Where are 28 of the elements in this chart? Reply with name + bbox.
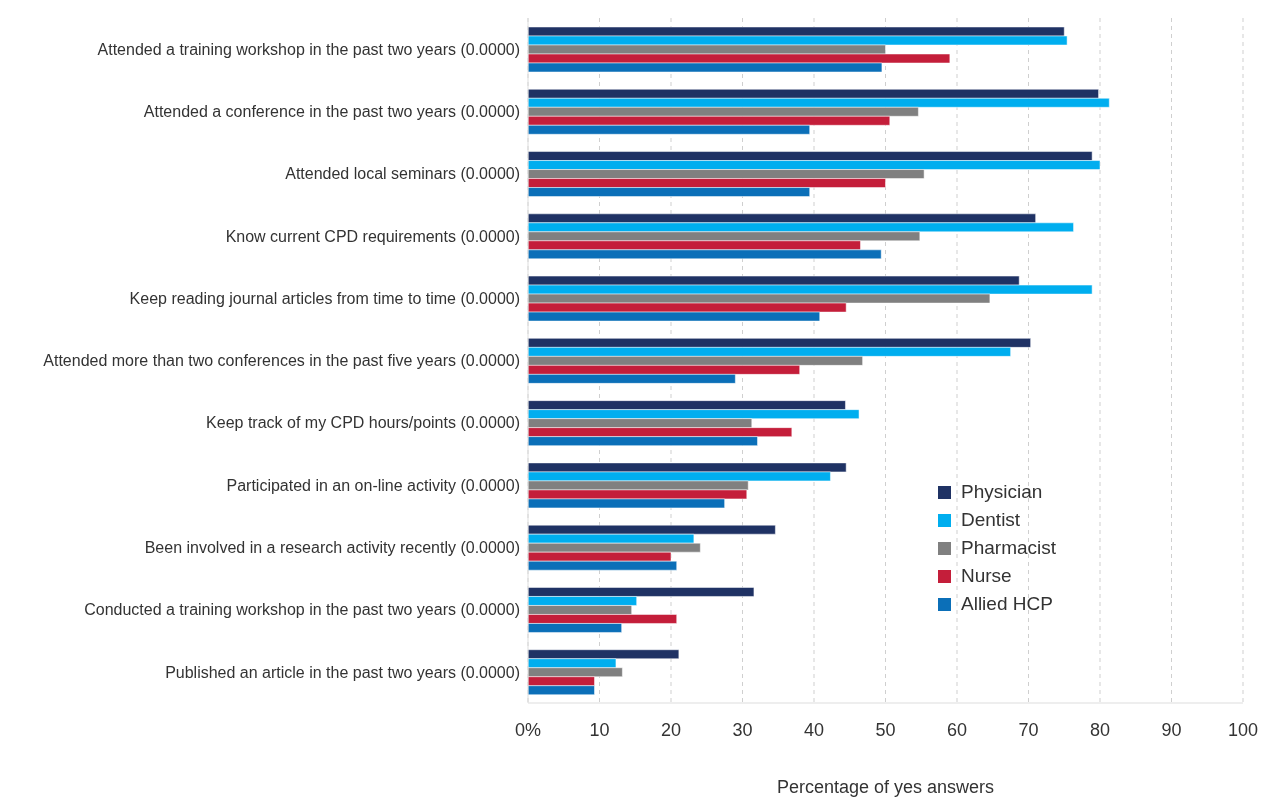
x-tick-label: 80 xyxy=(1089,719,1111,740)
x-tick-label: 0% xyxy=(514,719,542,740)
legend-label: Physician xyxy=(961,480,1043,504)
x-tick-label: 10 xyxy=(589,719,610,740)
x-tick-label: 100 xyxy=(1227,719,1259,740)
legend-label: Nurse xyxy=(961,564,1012,588)
x-axis-title: Percentage of yes answers xyxy=(776,777,995,797)
y-tick-label: Keep reading journal articles from time to time (0.0000) xyxy=(129,289,520,307)
x-tick-label: 60 xyxy=(946,719,968,740)
y-tick-label: Attended local seminars (0.0000) xyxy=(285,165,520,183)
y-tick-label: Keep track of my CPD hours/points (0.0000) xyxy=(206,414,520,432)
y-tick-label: Published an article in the past two years (0.0000) xyxy=(165,663,520,681)
x-tick-label: 20 xyxy=(660,719,682,740)
x-tick-label: 90 xyxy=(1161,719,1182,740)
y-tick-label: Attended a conference in the past two years (0.0000) xyxy=(143,103,520,121)
legend-label: Dentist xyxy=(961,508,1021,532)
legend-label: Pharmacist xyxy=(961,536,1057,560)
y-tick-label: Participated in an on-line activity (0.0000) xyxy=(226,476,520,494)
legend-label: Allied HCP xyxy=(961,592,1053,616)
y-tick-label: Conducted a training workshop in the past two years (0.0000) xyxy=(84,601,520,619)
x-tick-label: 40 xyxy=(803,719,825,740)
x-tick-label: 30 xyxy=(732,719,753,740)
x-tick-label: 50 xyxy=(875,719,896,740)
y-tick-label: Know current CPD requirements (0.0000) xyxy=(225,227,520,245)
x-tick-label: 70 xyxy=(1018,719,1039,740)
y-tick-label: Been involved in a research activity recently (0.0000) xyxy=(144,539,520,556)
y-tick-label: Attended more than two conferences in the past five years (0.0000) xyxy=(43,352,520,370)
y-tick-label: Attended a training workshop in the past two years (0.0000) xyxy=(97,40,520,58)
